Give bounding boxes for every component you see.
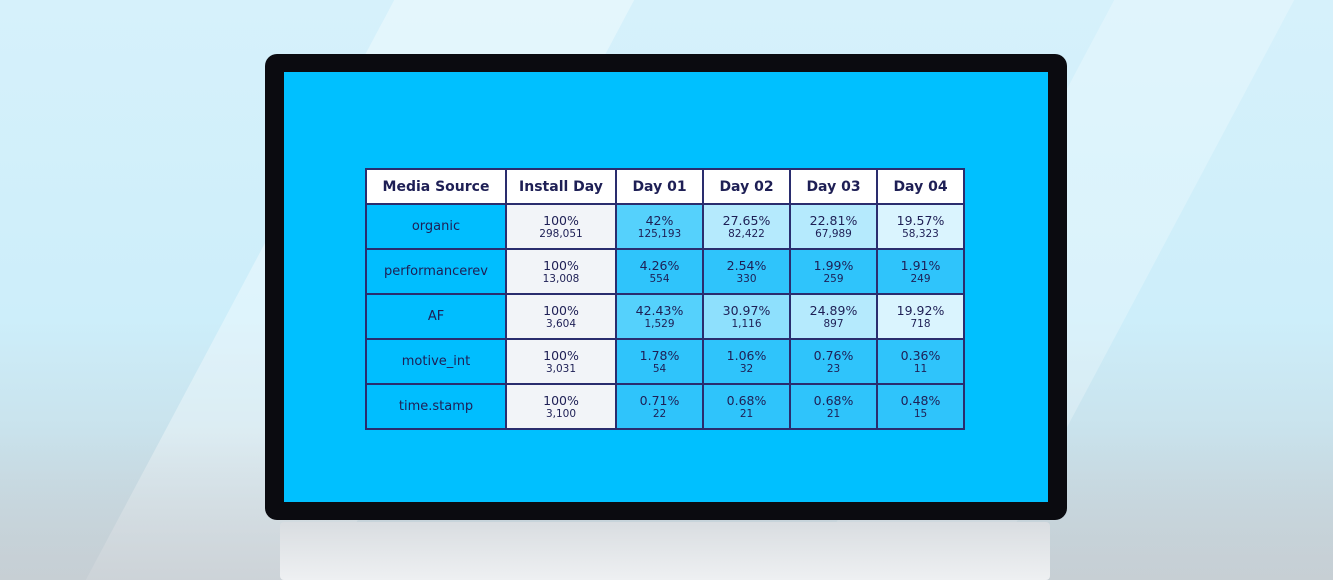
retention-percent: 24.89% <box>809 302 858 318</box>
monitor-reflection <box>280 522 1050 580</box>
retention-cell: 4.26% 554 <box>615 248 704 295</box>
retention-cell: 42.43% 1,529 <box>615 293 704 340</box>
column-header-day-04: Day 04 <box>876 168 965 205</box>
retention-percent: 0.48% <box>900 392 941 408</box>
user-count: 58,323 <box>902 227 939 240</box>
table-row: motive_int 100% 3,031 1.78% 54 1.06% 32 0.7… <box>365 338 965 385</box>
retention-cell: 0.71% 22 <box>615 383 704 430</box>
retention-percent: 22.81% <box>809 212 858 228</box>
retention-cell: 0.48% 15 <box>876 383 965 430</box>
user-count: 32 <box>739 362 754 375</box>
retention-cell: 0.36% 11 <box>876 338 965 385</box>
retention-cell: 1.78% 54 <box>615 338 704 385</box>
retention-cell: 0.68% 21 <box>702 383 791 430</box>
retention-cell: 1.91% 249 <box>876 248 965 295</box>
retention-cell: 0.76% 23 <box>789 338 878 385</box>
retention-cell: 22.81% 67,989 <box>789 203 878 250</box>
user-count: 3,031 <box>545 362 577 375</box>
retention-percent: 19.57% <box>896 212 945 228</box>
retention-percent: 100% <box>543 347 579 363</box>
retention-percent: 100% <box>543 302 579 318</box>
retention-cell: 1.99% 259 <box>789 248 878 295</box>
install-day-cell: 100% 3,604 <box>505 293 617 340</box>
retention-percent: 30.97% <box>722 302 771 318</box>
retention-percent: 100% <box>543 257 579 273</box>
install-day-cell: 100% 3,031 <box>505 338 617 385</box>
table-header-row: Media Source Install Day Day 01 Day 02 D… <box>365 168 965 205</box>
retention-cell: 24.89% 897 <box>789 293 878 340</box>
retention-percent: 2.54% <box>726 257 767 273</box>
retention-cell: 30.97% 1,116 <box>702 293 791 340</box>
media-source-cell: motive_int <box>365 338 507 385</box>
retention-percent: 42.43% <box>635 302 684 318</box>
install-day-cell: 100% 13,008 <box>505 248 617 295</box>
table-row: time.stamp 100% 3,100 0.71% 22 0.68% 21 0.6… <box>365 383 965 430</box>
user-count: 125,193 <box>637 227 682 240</box>
retention-percent: 1.91% <box>900 257 941 273</box>
user-count: 23 <box>826 362 841 375</box>
column-header-day-03: Day 03 <box>789 168 878 205</box>
retention-percent: 1.78% <box>639 347 680 363</box>
table-row: organic 100% 298,051 42% 125,193 27.65% 82,… <box>365 203 965 250</box>
media-source-cell: time.stamp <box>365 383 507 430</box>
user-count: 22 <box>652 407 667 420</box>
user-count: 718 <box>910 317 931 330</box>
column-header-day-01: Day 01 <box>615 168 704 205</box>
user-count: 3,604 <box>545 317 577 330</box>
user-count: 11 <box>913 362 928 375</box>
retention-cell: 19.57% 58,323 <box>876 203 965 250</box>
user-count: 54 <box>652 362 667 375</box>
retention-cell: 2.54% 330 <box>702 248 791 295</box>
retention-cell: 27.65% 82,422 <box>702 203 791 250</box>
user-count: 3,100 <box>545 407 577 420</box>
retention-percent: 1.99% <box>813 257 854 273</box>
table-row: AF 100% 3,604 42.43% 1,529 30.97% 1,116 24.… <box>365 293 965 340</box>
user-count: 249 <box>910 272 931 285</box>
column-header-install-day: Install Day <box>505 168 617 205</box>
retention-percent: 19.92% <box>896 302 945 318</box>
install-day-cell: 100% 3,100 <box>505 383 617 430</box>
monitor-frame: Media Source Install Day Day 01 Day 02 D… <box>265 54 1067 520</box>
retention-cell: 19.92% 718 <box>876 293 965 340</box>
column-header-media-source: Media Source <box>365 168 507 205</box>
retention-percent: 0.68% <box>726 392 767 408</box>
user-count: 298,051 <box>539 227 583 240</box>
user-count: 1,116 <box>731 317 762 330</box>
user-count: 21 <box>826 407 841 420</box>
retention-percent: 0.36% <box>900 347 941 363</box>
column-header-day-02: Day 02 <box>702 168 791 205</box>
user-count: 330 <box>736 272 757 285</box>
user-count: 259 <box>823 272 844 285</box>
cohort-retention-table: Media Source Install Day Day 01 Day 02 D… <box>365 168 965 430</box>
user-count: 21 <box>739 407 754 420</box>
retention-cell: 42% 125,193 <box>615 203 704 250</box>
user-count: 897 <box>823 317 844 330</box>
retention-cell: 1.06% 32 <box>702 338 791 385</box>
retention-cell: 0.68% 21 <box>789 383 878 430</box>
retention-percent: 42% <box>645 212 674 228</box>
retention-percent: 4.26% <box>639 257 680 273</box>
retention-percent: 100% <box>543 392 579 408</box>
media-source-cell: AF <box>365 293 507 340</box>
retention-percent: 27.65% <box>722 212 771 228</box>
media-source-cell: performancerev <box>365 248 507 295</box>
retention-percent: 0.71% <box>639 392 680 408</box>
retention-percent: 100% <box>543 212 579 228</box>
user-count: 1,529 <box>644 317 675 330</box>
install-day-cell: 100% 298,051 <box>505 203 617 250</box>
user-count: 13,008 <box>542 272 580 285</box>
retention-percent: 0.76% <box>813 347 854 363</box>
user-count: 554 <box>649 272 670 285</box>
retention-percent: 0.68% <box>813 392 854 408</box>
table-row: performancerev 100% 13,008 4.26% 554 2.54%… <box>365 248 965 295</box>
user-count: 67,989 <box>815 227 852 240</box>
user-count: 82,422 <box>728 227 765 240</box>
monitor-screen: Media Source Install Day Day 01 Day 02 D… <box>284 72 1048 502</box>
retention-percent: 1.06% <box>726 347 767 363</box>
user-count: 15 <box>913 407 928 420</box>
media-source-cell: organic <box>365 203 507 250</box>
